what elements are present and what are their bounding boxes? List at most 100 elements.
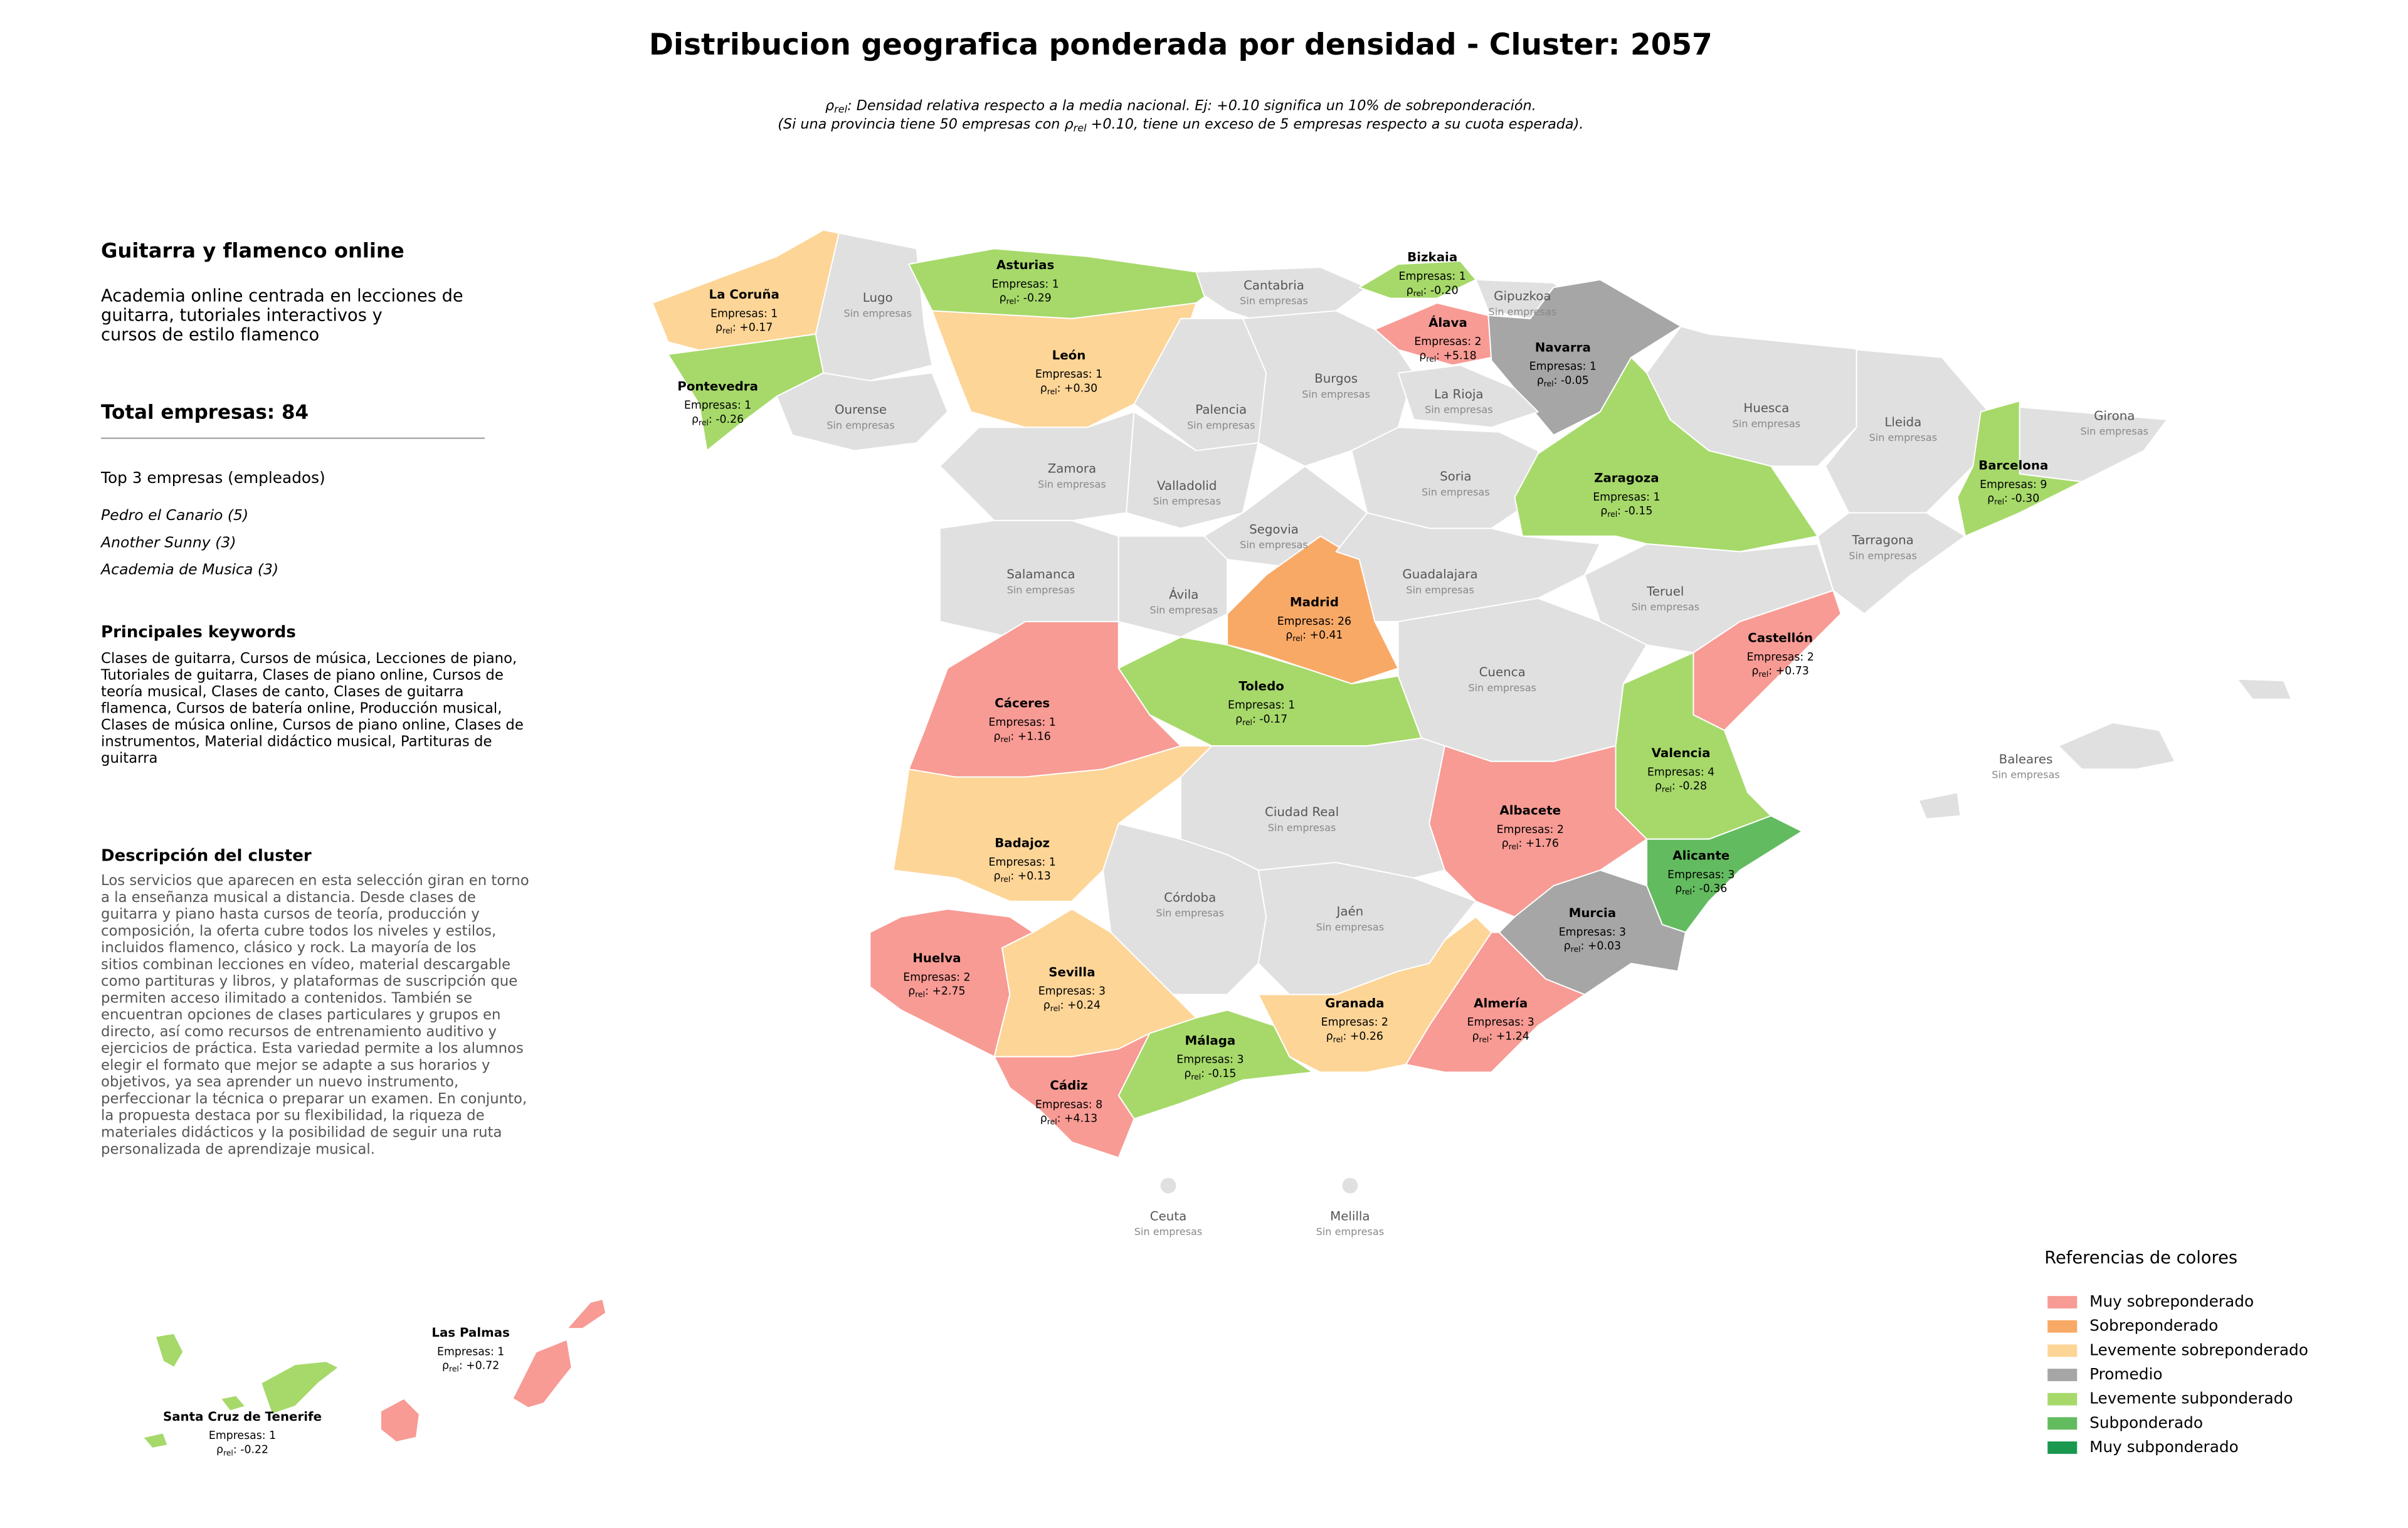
legend: Referencias de colores Muy sobreponderado… [2044, 1248, 2308, 1456]
province-rho: ρrel: -0.17 [1235, 713, 1287, 726]
cluster-text: sitios combinan lecciones en vídeo, mate… [101, 957, 510, 973]
subtitle-text: ρ [825, 97, 834, 114]
legend-title: Referencias de colores [2044, 1248, 2237, 1268]
province-name: Valladolid [1157, 479, 1217, 493]
province-shape [2236, 678, 2293, 700]
rho-value: : -0.17 [1252, 713, 1287, 726]
rho-subscript: rel [1662, 785, 1672, 793]
province-count: Empresas: 2 [903, 971, 970, 984]
province-note: Sin empresas [1187, 419, 1255, 431]
rho-subscript: rel [449, 1364, 459, 1373]
rho-symbol: ρ [1000, 292, 1006, 305]
rho-symbol: ρ [1326, 1030, 1333, 1043]
rho-subscript: rel [1426, 354, 1436, 363]
province-note: Sin empresas [1156, 907, 1224, 919]
legend-swatch [2047, 1369, 2078, 1381]
province-count: Empresas: 3 [1467, 1016, 1534, 1029]
province-shape [154, 1332, 184, 1369]
rho-subscript: rel [1479, 1035, 1489, 1044]
rho-symbol: ρ [1286, 629, 1292, 642]
cluster-text: directo, así como recursos de entrenamie… [101, 1024, 497, 1040]
province-name: Zamora [1048, 462, 1096, 476]
rho-symbol: ρ [1600, 505, 1607, 517]
cluster-title: Descripción del cluster [101, 847, 312, 866]
province-rho: ρrel: -0.15 [1184, 1068, 1236, 1081]
rho-subscript: rel [1047, 387, 1057, 396]
province-count: Empresas: 3 [1559, 926, 1626, 938]
province-note: Sin empresas [1316, 921, 1385, 933]
rho-subscript: rel [223, 1448, 233, 1457]
rho-subscript: rel [1413, 289, 1423, 298]
province-name: Barcelona [1978, 459, 2048, 473]
province-rho: ρrel: -0.36 [1675, 883, 1727, 896]
province-count: Empresas: 1 [1399, 270, 1466, 283]
rho-value: : +0.17 [732, 322, 773, 334]
province-note: Sin empresas [1153, 496, 1221, 507]
province-name: Ávila [1169, 587, 1198, 602]
province-rho: ρrel: -0.05 [1537, 374, 1589, 388]
rho-subscript: rel [1607, 510, 1617, 519]
province-name: Las Palmas [431, 1325, 510, 1340]
province-note: Sin empresas [826, 419, 895, 431]
province-note: Sin empresas [843, 307, 912, 319]
province-rho: ρrel: +1.76 [1502, 837, 1559, 851]
rho-value: : -0.20 [1423, 284, 1459, 297]
province-name: Navarra [1535, 340, 1591, 354]
province-rho: ρrel: +0.73 [1751, 665, 1809, 678]
legend-label: Subponderado [2089, 1413, 2203, 1431]
province-rho: ρrel: +0.17 [716, 322, 773, 335]
rho-subscript: rel [1758, 670, 1768, 679]
province-count: Empresas: 1 [989, 716, 1056, 729]
province-rho: ρrel: -0.26 [692, 413, 744, 427]
province-shape [1342, 1177, 1358, 1194]
rho-symbol: ρ [216, 1443, 223, 1456]
province-name: Melilla [1330, 1209, 1370, 1223]
province-rho: ρrel: +0.13 [993, 870, 1050, 883]
province-name: Lugo [863, 290, 893, 305]
rho-value: : +1.16 [1010, 730, 1050, 743]
top-company: Another Sunny (3) [100, 533, 236, 551]
subtitle: (Si una provincia tiene 50 empresas con … [778, 116, 1583, 134]
legend-swatch [2047, 1296, 2078, 1308]
province-note: Sin empresas [1631, 601, 1699, 613]
province-name: Teruel [1646, 584, 1684, 598]
rho-symbol: ρ [1675, 883, 1682, 895]
province-note: Sin empresas [1038, 478, 1106, 490]
rho-value: : +4.13 [1057, 1113, 1097, 1125]
legend-label: Levemente sobreponderado [2089, 1340, 2308, 1359]
province-rho: ρrel: -0.29 [1000, 292, 1052, 305]
rho-symbol: ρ [692, 413, 699, 426]
province-note: Sin empresas [1268, 822, 1336, 834]
province-name: Cuenca [1479, 665, 1526, 679]
province-shape [1335, 512, 1601, 622]
province-shape [1126, 411, 1259, 529]
province-count: Empresas: 1 [1593, 491, 1660, 504]
cluster-text: perfeccionar la técnica o preparar un ex… [101, 1091, 527, 1107]
legend-swatch [2047, 1393, 2078, 1406]
top-company: Academia de Musica (3) [100, 561, 278, 578]
province-shape [776, 372, 949, 452]
rho-symbol: ρ [1040, 382, 1047, 395]
cluster-text: como partituras y libros, y plataformas … [101, 974, 517, 990]
province-rho: ρrel: -0.20 [1407, 284, 1459, 297]
province-shape [2057, 721, 2176, 770]
rho-subscript: rel [1682, 888, 1692, 896]
province-name: Salamanca [1006, 567, 1075, 581]
keywords-title: Principales keywords [101, 623, 296, 642]
province-shape [993, 1032, 1151, 1159]
province-name: Almería [1474, 996, 1528, 1011]
province-name: Alicante [1672, 849, 1729, 863]
cluster-text: composición, la oferta cubre todos los n… [101, 923, 496, 939]
province-shape [1160, 1177, 1176, 1194]
province-shape [1117, 535, 1228, 638]
province-note: Sin empresas [2080, 425, 2148, 437]
rho-value: : -0.05 [1554, 374, 1589, 387]
province-note: Sin empresas [1849, 549, 1917, 561]
province-count: Empresas: 1 [710, 307, 778, 320]
province-count: Empresas: 3 [1176, 1054, 1244, 1066]
province-name: Cáceres [995, 696, 1050, 711]
rho-subscript: rel [1047, 1117, 1057, 1126]
rho-value: : +0.13 [1010, 870, 1050, 883]
cluster-text: encuentran opciones de clases particular… [101, 1007, 500, 1023]
keywords: Tutoriales de guitarra, Clases de piano … [100, 667, 504, 683]
